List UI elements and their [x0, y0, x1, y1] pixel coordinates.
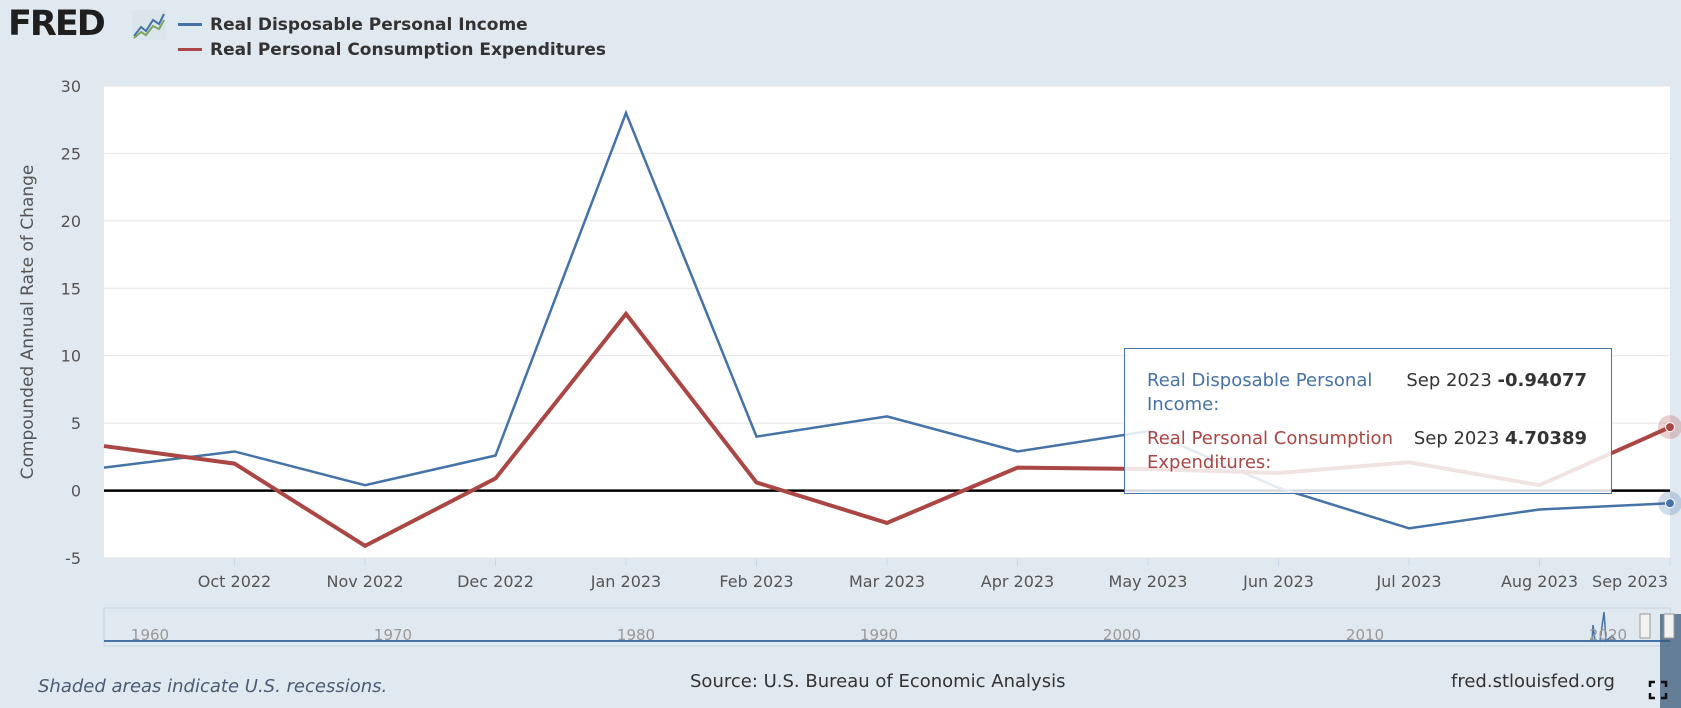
- logo-chart-icon: [132, 10, 166, 40]
- x-axis-ticks: Oct 2022 Nov 2022 Dec 2022 Jan 2023 Feb 2023…: [198, 558, 1671, 591]
- navigator-handle-right: [1663, 613, 1675, 639]
- y-tick-label: 15: [61, 279, 81, 298]
- tooltip-row: Real Personal Consumption Expenditures: …: [1147, 427, 1587, 475]
- recession-note: Shaded areas indicate U.S. recessions.: [38, 676, 388, 697]
- legend-item-consumption[interactable]: Real Personal Consumption Expenditures: [178, 37, 606, 62]
- fullscreen-icon[interactable]: [1648, 680, 1668, 700]
- x-tick-label: Dec 2022: [457, 572, 534, 591]
- series-line: [103, 109, 1671, 530]
- navigator-label: 1990: [860, 626, 898, 644]
- y-axis-label: Compounded Annual Rate of Change: [18, 165, 38, 480]
- legend-label: Real Personal Consumption Expenditures: [210, 39, 606, 60]
- navigator-label: 2010: [1346, 626, 1384, 644]
- legend-swatch: [178, 48, 202, 51]
- tooltip-series-name: Real Disposable Personal Income:: [1147, 370, 1373, 415]
- tooltip-row: Real Disposable Personal Income: Sep 202…: [1147, 369, 1587, 417]
- y-tick-label: 20: [61, 212, 81, 231]
- x-tick-label: May 2023: [1109, 572, 1188, 591]
- tooltip-value: Sep 2023 -0.94077: [1406, 369, 1587, 417]
- navigator-label: 1970: [374, 626, 412, 644]
- tooltip-number: -0.94077: [1497, 370, 1587, 391]
- x-tick-label: Oct 2022: [198, 572, 271, 591]
- x-tick-label: Jun 2023: [1242, 572, 1314, 591]
- y-tick-label: 5: [71, 414, 81, 433]
- fred-logo[interactable]: FRED: [8, 6, 168, 42]
- x-tick-label: Sep 2023: [1592, 572, 1668, 591]
- site-link[interactable]: fred.stlouisfed.org: [1451, 671, 1615, 692]
- legend-label: Real Disposable Personal Income: [210, 14, 528, 35]
- chart-legend: Real Disposable Personal Income Real Per…: [178, 12, 606, 62]
- logo-text: FRED: [8, 4, 106, 44]
- series-point: [1665, 498, 1675, 509]
- tooltip: Real Disposable Personal Income: Sep 202…: [1124, 348, 1612, 494]
- x-tick-label: Nov 2022: [326, 572, 403, 591]
- x-tick-label: Feb 2023: [719, 572, 793, 591]
- x-tick-label: Apr 2023: [981, 572, 1054, 591]
- y-tick-label: 25: [61, 144, 81, 163]
- navigator-handle-left: [1639, 613, 1651, 639]
- navigator-label: 1960: [131, 626, 169, 644]
- navigator-series-recent: [1588, 611, 1617, 643]
- navigator-label: 2020: [1589, 626, 1627, 644]
- y-tick-label: 10: [61, 347, 81, 366]
- navigator-label: 2000: [1103, 626, 1141, 644]
- tooltip-date: Sep 2023: [1406, 370, 1492, 391]
- series-point: [1665, 422, 1675, 433]
- y-axis-ticks: 30 25 20 15 10 5 0 -5: [61, 77, 81, 568]
- y-tick-label: 0: [71, 482, 81, 501]
- tooltip-number: 4.70389: [1505, 428, 1587, 449]
- navigator[interactable]: 1960 1970 1980 1990 2000 2010 2020: [103, 607, 1681, 708]
- x-tick-label: Aug 2023: [1501, 572, 1578, 591]
- x-tick-label: Jul 2023: [1375, 572, 1441, 591]
- tooltip-date: Sep 2023: [1413, 428, 1500, 449]
- navigator-label: 1980: [617, 626, 655, 644]
- legend-swatch: [178, 23, 202, 26]
- tooltip-value: Sep 2023 4.70389: [1414, 427, 1587, 475]
- x-tick-label: Mar 2023: [849, 572, 925, 591]
- navigator-track: [103, 607, 1671, 647]
- tooltip-series-name: Real Personal Consumption Expenditures:: [1147, 428, 1393, 473]
- source-note: Source: U.S. Bureau of Economic Analysis: [690, 671, 1066, 692]
- x-tick-label: Jan 2023: [590, 572, 661, 591]
- legend-item-disposable-income[interactable]: Real Disposable Personal Income: [178, 12, 606, 37]
- y-tick-label: -5: [65, 549, 81, 568]
- y-tick-label: 30: [61, 77, 81, 96]
